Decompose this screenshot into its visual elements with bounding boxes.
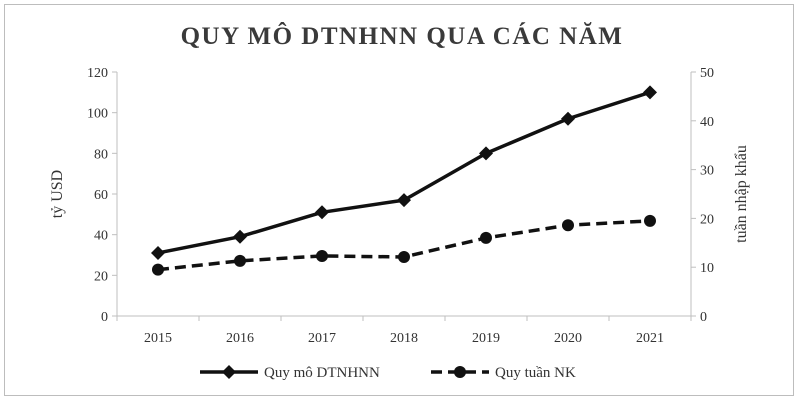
legend-label-1: Quy mô DTNHNN — [264, 365, 380, 381]
series-2-point-circle — [480, 231, 492, 244]
series-1-point-diamond — [561, 111, 575, 126]
right-tick-label: 50 — [700, 66, 714, 81]
right-tick-label: 20 — [700, 212, 714, 227]
left-tick-label: 120 — [87, 66, 108, 81]
x-tick-label: 2016 — [226, 331, 254, 346]
left-tick-label: 40 — [94, 229, 108, 244]
series-1-point-diamond — [315, 205, 329, 220]
left-tick-label: 60 — [94, 188, 108, 203]
right-tick-label: 40 — [700, 115, 714, 130]
x-tick-label: 2021 — [636, 331, 664, 346]
y-axis-left-label: tỷ USD — [49, 170, 66, 218]
legend-label-2: Quy tuần NK — [495, 365, 576, 381]
right-tick-label: 30 — [700, 164, 714, 179]
series-2-point-circle — [644, 214, 656, 227]
left-tick-label: 80 — [94, 147, 108, 162]
left-tick-label: 20 — [94, 269, 108, 284]
series-2-point-circle — [316, 249, 328, 262]
x-tick-label: 2018 — [390, 331, 418, 346]
chart-title: QUY MÔ DTNHNN QUA CÁC NĂM — [181, 21, 624, 50]
series-line-1 — [157, 90, 651, 255]
left-tick-label: 0 — [101, 310, 108, 325]
series-1-point-diamond — [643, 85, 657, 100]
x-tick-label: 2017 — [308, 331, 336, 346]
series-2-point-circle — [562, 219, 574, 232]
line-chart: QUY MÔ DTNHNN QUA CÁC NĂM 02040608010012… — [49, 21, 750, 381]
legend-marker-circle — [454, 366, 466, 378]
series-1-point-diamond — [397, 193, 411, 208]
x-tick-label: 2020 — [554, 331, 582, 346]
right-tick-label: 10 — [700, 261, 714, 276]
y-axis-right-label: tuần nhập khẩu — [733, 145, 750, 243]
x-tick-label: 2015 — [144, 331, 172, 346]
series-2-point-circle — [152, 263, 164, 276]
series-1-point-diamond — [479, 146, 493, 161]
series-2-point-circle — [234, 254, 246, 267]
series-1-point-diamond — [151, 245, 165, 260]
right-tick-label: 0 — [700, 310, 707, 325]
left-tick-label: 100 — [87, 107, 108, 122]
series-2-point-circle — [398, 250, 410, 263]
series-1-point-diamond — [233, 229, 247, 244]
chart-frame: QUY MÔ DTNHNN QUA CÁC NĂM 0 20 40 60 80 100 12… — [4, 4, 794, 396]
x-tick-label: 2019 — [472, 331, 500, 346]
legend-marker-diamond — [222, 365, 236, 379]
